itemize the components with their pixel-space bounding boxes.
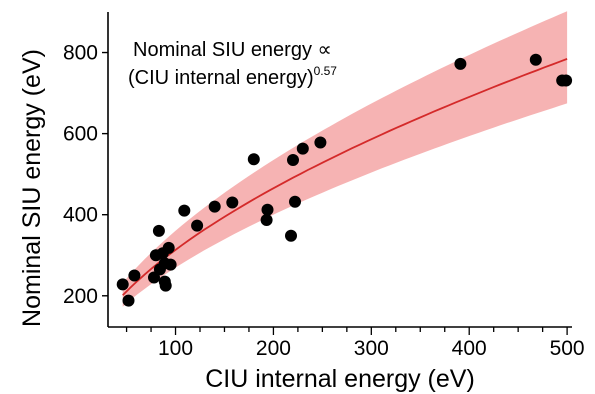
data-point (117, 278, 129, 290)
x-tick-label: 500 (550, 337, 585, 360)
data-point (261, 214, 273, 226)
x-tick-label: 400 (452, 337, 487, 360)
data-point (262, 204, 274, 216)
data-point (285, 230, 297, 242)
x-tick-label: 300 (354, 337, 389, 360)
data-point (297, 143, 309, 155)
y-tick-label: 800 (63, 42, 98, 65)
data-point (153, 225, 165, 237)
data-point (123, 295, 135, 307)
data-point (178, 205, 190, 217)
data-point (289, 196, 301, 208)
data-point (165, 259, 177, 271)
data-point (226, 197, 238, 209)
annotation-exponent: 0.57 (314, 64, 338, 78)
data-point (191, 220, 203, 232)
y-axis-label: Nominal SIU energy (eV) (18, 49, 46, 327)
data-point (209, 201, 221, 213)
data-point (287, 154, 299, 166)
data-point (160, 280, 172, 292)
annotation-line-1: Nominal SIU energy ∝ (133, 39, 332, 61)
data-point (128, 270, 140, 282)
data-point (248, 153, 260, 165)
y-tick-label: 600 (63, 123, 98, 146)
y-tick-label: 400 (63, 204, 98, 227)
data-point (454, 58, 466, 70)
y-tick-label: 200 (63, 285, 98, 308)
annotation-line-2-base: (CIU internal energy) (128, 67, 314, 89)
x-tick-label: 100 (158, 337, 193, 360)
x-axis-label: CIU internal energy (eV) (205, 365, 475, 393)
data-point (530, 54, 542, 66)
data-point (560, 75, 572, 87)
data-point (314, 137, 326, 149)
x-tick-label: 200 (256, 337, 291, 360)
annotation-line-2: (CIU internal energy)0.57 (128, 64, 337, 89)
data-point (163, 242, 175, 254)
